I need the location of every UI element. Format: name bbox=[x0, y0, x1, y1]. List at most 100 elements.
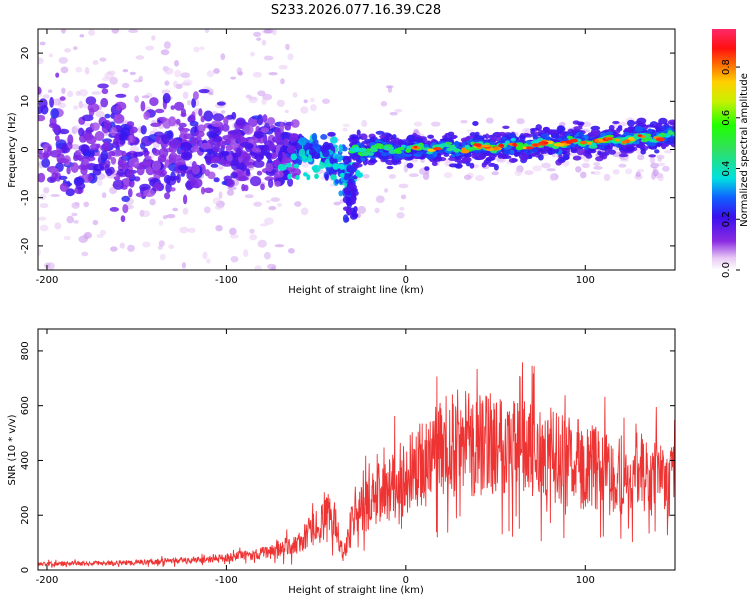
spectrogram-cell bbox=[128, 29, 139, 33]
spectrogram-cell bbox=[170, 105, 175, 110]
spectrogram-cell bbox=[59, 128, 70, 135]
spectrogram-cell bbox=[262, 93, 273, 101]
spectrogram-cell bbox=[591, 130, 601, 136]
spectrogram-cell bbox=[212, 137, 223, 143]
spectrogram-cell bbox=[627, 126, 634, 130]
spectrogram-cell bbox=[294, 201, 302, 207]
spectrogram-cell bbox=[279, 121, 285, 133]
spectrogram-cell bbox=[572, 120, 580, 125]
spectrogram-cell bbox=[486, 117, 494, 124]
spectrogram-cell bbox=[267, 178, 274, 188]
spectrogram-cell bbox=[94, 131, 105, 141]
spectrogram-cell bbox=[277, 163, 285, 171]
spectrogram-cell bbox=[358, 143, 365, 148]
colorbar-tick-label: 0.0 bbox=[721, 262, 732, 278]
spectrogram-cell bbox=[203, 206, 211, 214]
spectrogram-cell bbox=[286, 162, 292, 168]
spectrogram-cell bbox=[649, 156, 656, 164]
spectrogram-cell bbox=[267, 263, 277, 270]
spectrogram-cell bbox=[162, 215, 168, 220]
spectrogram-cell bbox=[256, 170, 263, 176]
spectrogram-cell bbox=[415, 138, 424, 143]
spectrogram-cell bbox=[253, 31, 262, 37]
spectrogram-cell bbox=[353, 206, 358, 213]
spectrogram-cell bbox=[349, 134, 359, 140]
spectrogram-cell bbox=[261, 98, 267, 105]
spectrogram-cell bbox=[99, 57, 107, 62]
spectrogram-cell bbox=[121, 150, 127, 158]
snr-xtick-label: 100 bbox=[576, 575, 595, 586]
spectrogram-cell bbox=[552, 149, 557, 154]
spectrogram-cell bbox=[655, 123, 663, 128]
spectrogram-cell bbox=[216, 101, 226, 106]
spectrogram-cell bbox=[400, 194, 407, 200]
spectrogram-cell bbox=[547, 148, 553, 155]
spectrogram-cell bbox=[109, 207, 120, 212]
spectrogram-cell bbox=[210, 163, 219, 168]
spectrogram-cell bbox=[430, 121, 441, 127]
spectrogram-cell bbox=[213, 177, 220, 183]
spectrogram-cell bbox=[265, 199, 271, 203]
spectrogram-cell bbox=[73, 220, 79, 224]
spectrogram-cell bbox=[212, 113, 225, 122]
spectrogram-cell bbox=[277, 150, 283, 162]
spectrogram-cell bbox=[230, 172, 238, 179]
spectrogram-cell bbox=[399, 206, 405, 211]
spectrogram-cell bbox=[476, 143, 482, 147]
spectrogram-cell bbox=[265, 162, 274, 172]
spectrogram-cell bbox=[55, 72, 60, 78]
spectrogram-cell bbox=[176, 173, 181, 184]
spectrogram-cell bbox=[353, 146, 360, 151]
spectrogram-cell bbox=[313, 168, 319, 173]
spectrogram-cell bbox=[221, 140, 226, 149]
spectrogram-cell bbox=[134, 176, 141, 182]
spectrogram-cell bbox=[614, 138, 621, 142]
spectrogram-cell bbox=[261, 144, 270, 151]
spectrogram-cell bbox=[327, 131, 336, 137]
spectrogram-cell bbox=[202, 251, 208, 260]
spectrogram-cell bbox=[310, 97, 315, 103]
spectrogram-cell bbox=[83, 123, 92, 127]
snr-ytick-label: 200 bbox=[20, 506, 31, 525]
spectrogram-cell bbox=[190, 177, 203, 189]
spectrogram-cell bbox=[593, 162, 601, 167]
spectrogram-cell bbox=[570, 149, 579, 154]
spectrogram-cell bbox=[276, 203, 283, 207]
spectrogram-cell bbox=[261, 39, 267, 46]
spectrogram-cell bbox=[155, 135, 160, 143]
spectrogram-cell bbox=[342, 123, 350, 128]
spectrogram-cell bbox=[361, 151, 370, 157]
spectrogram-cell bbox=[100, 97, 109, 108]
spectrogram-cell bbox=[587, 132, 594, 136]
spectrogram-cell bbox=[264, 217, 274, 225]
spectrogram-cell bbox=[326, 163, 333, 168]
spectrogram-cell bbox=[278, 64, 288, 70]
spectrogram-cell bbox=[212, 147, 222, 153]
spectrogram-cell bbox=[540, 150, 545, 155]
spectrogram-cell bbox=[330, 136, 338, 144]
spectrogram-cell bbox=[50, 150, 61, 158]
spectrogram-cell bbox=[127, 244, 135, 252]
snr-xtick-label: -100 bbox=[215, 575, 238, 586]
spectrogram-cell bbox=[308, 148, 317, 156]
spectrogram-cell bbox=[461, 147, 466, 152]
spectrogram-cell bbox=[570, 138, 578, 143]
spectrogram-cell bbox=[211, 120, 223, 128]
spectrogram-cell bbox=[84, 150, 95, 157]
spectrogram-cell bbox=[200, 186, 206, 195]
spectrogram-cell bbox=[374, 143, 383, 148]
spectrogram-cell bbox=[96, 179, 103, 186]
spectrogram-cell bbox=[115, 93, 127, 98]
colorbar-tick-label: 0.4 bbox=[721, 161, 732, 177]
snr-xtick-label: -200 bbox=[36, 575, 59, 586]
spectrogram-cell bbox=[187, 227, 196, 233]
spectrogram-cell bbox=[140, 210, 151, 218]
spectrogram-cell bbox=[396, 212, 405, 219]
snr-ytick-label: 600 bbox=[20, 396, 31, 415]
spectrogram-cell bbox=[306, 157, 313, 163]
spectrogram-cell bbox=[446, 147, 454, 152]
spectrogram-cell bbox=[180, 151, 193, 161]
spectrogram-cell bbox=[66, 166, 71, 175]
spectrogram-cell bbox=[606, 137, 613, 141]
